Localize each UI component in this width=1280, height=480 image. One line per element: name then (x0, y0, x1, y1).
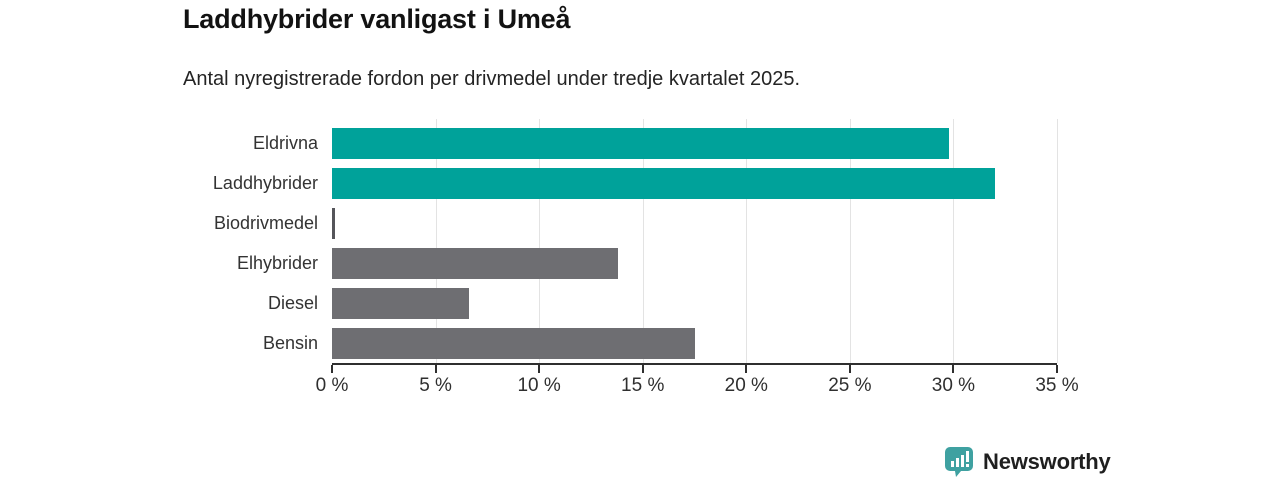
category-label: Eldrivna (252, 132, 318, 153)
category-label: Bensin (262, 332, 318, 353)
bar (332, 207, 336, 239)
x-axis-tick-label: 0 % (315, 375, 349, 396)
x-axis-tick-mark (331, 365, 333, 373)
category-label: Diesel (267, 292, 318, 313)
gridline (642, 119, 644, 363)
category-label: Biodrivmedel (213, 212, 318, 233)
category-label: Elhybrider (236, 252, 318, 273)
x-axis-tick-label: 15 % (621, 375, 665, 396)
x-axis-tick-mark (434, 365, 437, 373)
x-axis-tick-mark (848, 365, 851, 373)
x-axis-tick-label: 10 % (517, 375, 561, 396)
chart-title: Laddhybrider vanligast i Umeå (183, 4, 571, 34)
newsworthy-bubble-chart-icon (945, 447, 973, 477)
x-axis-tick-label: 20 % (724, 375, 768, 396)
x-axis-tick-mark (538, 365, 541, 373)
bar (332, 327, 695, 359)
category-label: Laddhybrider (212, 172, 318, 193)
gridline (435, 119, 437, 363)
bar (332, 247, 618, 279)
x-axis-tick-mark (745, 365, 748, 373)
gridline (746, 119, 748, 363)
x-axis-tick-mark (1056, 365, 1058, 373)
bar (332, 167, 995, 199)
newsworthy-logo[interactable]: Newsworthy (944, 446, 1111, 478)
gridline (539, 119, 541, 363)
x-axis-tick-label: 35 % (1035, 375, 1079, 396)
x-axis-tick-mark (952, 365, 955, 373)
bar (332, 287, 469, 319)
x-axis-tick-label: 5 % (419, 375, 452, 396)
gridline (849, 119, 851, 363)
plot-area: 0 % 5 % 10 % 15 % 20 % 25 % 30 % 35 % (316, 119, 1079, 396)
x-axis-tick-label: 25 % (828, 375, 872, 396)
gridline (1057, 119, 1058, 363)
bar (332, 127, 950, 159)
x-axis-tick-mark (641, 365, 644, 373)
gridline (953, 119, 955, 363)
x-axis-tick-label: 30 % (931, 375, 976, 396)
x-axis-line (332, 363, 1057, 365)
newsworthy-wordmark: Newsworthy (983, 449, 1111, 474)
chart-subtitle: Antal nyregistrerade fordon per drivmede… (183, 68, 801, 90)
